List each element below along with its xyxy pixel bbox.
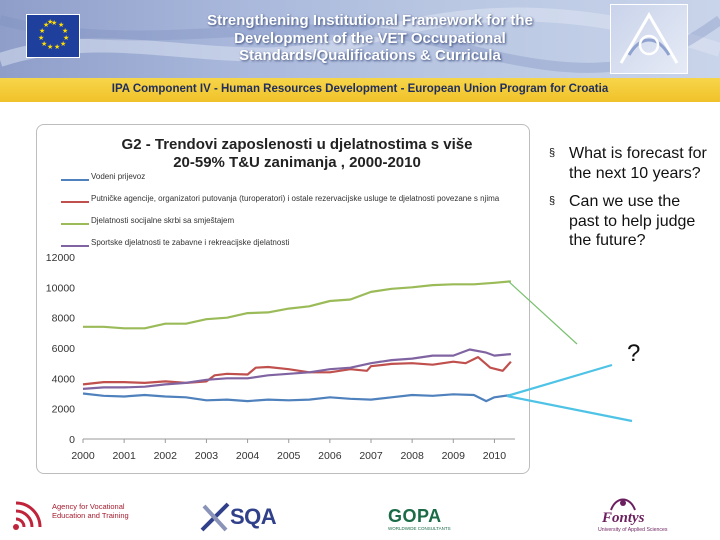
legend-label: Djelatnosti socijalne skrbi sa smještaje… — [91, 216, 235, 225]
footer-logos: Agency for Vocational Education and Trai… — [0, 488, 720, 540]
program-bar-text: IPA Component IV - Human Resources Devel… — [111, 83, 609, 95]
sqa-logo-text: SQA — [230, 504, 277, 529]
y-tick-label: 4000 — [52, 373, 76, 385]
chart-title: G2 - Trendovi zaposlenosti u djelatnosti… — [97, 136, 497, 172]
y-tick-label: 6000 — [52, 343, 76, 355]
legend-item: Djelatnosti socijalne skrbi sa smještaje… — [51, 216, 521, 232]
bullet-marker-icon: § — [549, 195, 556, 207]
bullet-item: § What is forecast for the next 10 years… — [548, 144, 708, 183]
svg-text:★: ★ — [51, 19, 57, 27]
svg-text:★: ★ — [39, 27, 45, 35]
x-tick-label: 2002 — [154, 450, 178, 462]
svg-text:★: ★ — [38, 34, 44, 42]
ave-logo-text: Agency for Vocational Education and Trai… — [52, 502, 129, 520]
series-line-3 — [83, 280, 511, 330]
legend-swatch — [61, 201, 89, 203]
svg-text:★: ★ — [62, 27, 68, 35]
gopa-logo-text: GOPA — [388, 506, 442, 526]
svg-text:★: ★ — [43, 21, 49, 29]
svg-text:★: ★ — [41, 40, 47, 48]
employment-trend-chart: G2 - Trendovi zaposlenosti u djelatnosti… — [36, 124, 530, 474]
bullet-text: Can we use the past to help judge the fu… — [569, 193, 696, 249]
legend-label: Putničke agencije, organizatori putovanj… — [91, 194, 500, 203]
legend-item: Vodeni prijevoz — [51, 172, 521, 188]
y-tick-label: 12000 — [46, 252, 75, 264]
svg-text:★: ★ — [58, 21, 64, 29]
legend-item: Sportske djelatnosti te zabavne i rekrea… — [51, 238, 521, 254]
fontys-logo-subtext: University of Applied Sciences — [598, 527, 668, 533]
project-logo-icon — [610, 4, 688, 74]
fontys-logo-text: Fontys — [602, 510, 645, 526]
project-title: Strengthening Institutional Framework fo… — [170, 12, 570, 65]
chart-title-line-2: 20-59% T&U zanimanja , 2000-2010 — [173, 154, 421, 171]
ave-logo: Agency for Vocational Education and Trai… — [12, 494, 132, 536]
legend-swatch — [61, 245, 89, 247]
bullet-text: What is forecast for the next 10 years? — [569, 145, 707, 182]
project-title-line-1: Strengthening Institutional Framework fo… — [207, 12, 533, 29]
svg-text:★: ★ — [63, 34, 69, 42]
series-line-4 — [82, 348, 511, 390]
x-tick-label: 2010 — [483, 450, 507, 462]
y-tick-label: 8000 — [52, 313, 76, 325]
fontys-emblem-icon — [610, 498, 636, 511]
legend-swatch — [61, 179, 89, 181]
sqa-cross-icon — [200, 502, 230, 532]
x-tick-label: 2009 — [442, 450, 466, 462]
x-tick-label: 2001 — [112, 450, 136, 462]
x-tick-label: 2004 — [236, 450, 260, 462]
question-mark: ? — [627, 340, 641, 367]
fontys-logo: Fontys University of Applied Sciences — [596, 494, 706, 538]
chart-plot-area: 0 2000 4000 6000 8000 10000 12000 2000 2001 2002 2… — [46, 252, 515, 462]
gopa-logo-subtext: WORLDWIDE CONSULTANTS — [388, 526, 451, 531]
sqa-logo: SQA — [200, 498, 280, 538]
bullet-list: § What is forecast for the next 10 years… — [548, 144, 708, 260]
bullet-item: § Can we use the past to help judge the … — [548, 192, 708, 251]
y-tick-label: 10000 — [46, 282, 75, 294]
ave-logo-icon — [13, 501, 42, 530]
svg-text:★: ★ — [47, 43, 53, 51]
chart-title-line-1: G2 - Trendovi zaposlenosti u djelatnosti… — [121, 136, 473, 153]
x-tick-label: 2000 — [71, 450, 95, 462]
header-banner: ★ ★ ★ ★ ★ ★ ★ ★ ★ ★ ★ ★ Strengthening Institutio… — [0, 0, 720, 78]
project-title-line-2: Development of the VET Occupational — [234, 29, 506, 47]
svg-text:★: ★ — [54, 43, 60, 51]
y-tick-label: 2000 — [52, 404, 76, 416]
program-bar: IPA Component IV - Human Resources Devel… — [0, 78, 720, 102]
x-tick-label: 2005 — [277, 450, 301, 462]
x-tick-label: 2008 — [400, 450, 424, 462]
y-tick-label: 0 — [69, 434, 75, 446]
x-tick-label: 2003 — [195, 450, 219, 462]
svg-text:★: ★ — [47, 18, 53, 26]
eu-flag-icon: ★ ★ ★ ★ ★ ★ ★ ★ ★ ★ ★ ★ — [26, 14, 80, 58]
legend-label: Sportske djelatnosti te zabavne i rekrea… — [91, 238, 290, 247]
x-tick-label: 2006 — [318, 450, 342, 462]
bullet-marker-icon: § — [549, 147, 556, 159]
series-line-2 — [82, 356, 512, 386]
svg-text:★: ★ — [60, 40, 66, 48]
gopa-logo: GOPA WORLDWIDE CONSULTANTS — [388, 506, 458, 531]
legend-label: Vodeni prijevoz — [91, 172, 146, 181]
legend-swatch — [61, 223, 89, 225]
x-tick-label: 2007 — [359, 450, 383, 462]
project-title-line-3: Standards/Qualifications & Curricula — [239, 47, 501, 64]
series-line-1 — [82, 392, 512, 403]
legend-item: Putničke agencije, organizatori putovanj… — [51, 194, 521, 210]
